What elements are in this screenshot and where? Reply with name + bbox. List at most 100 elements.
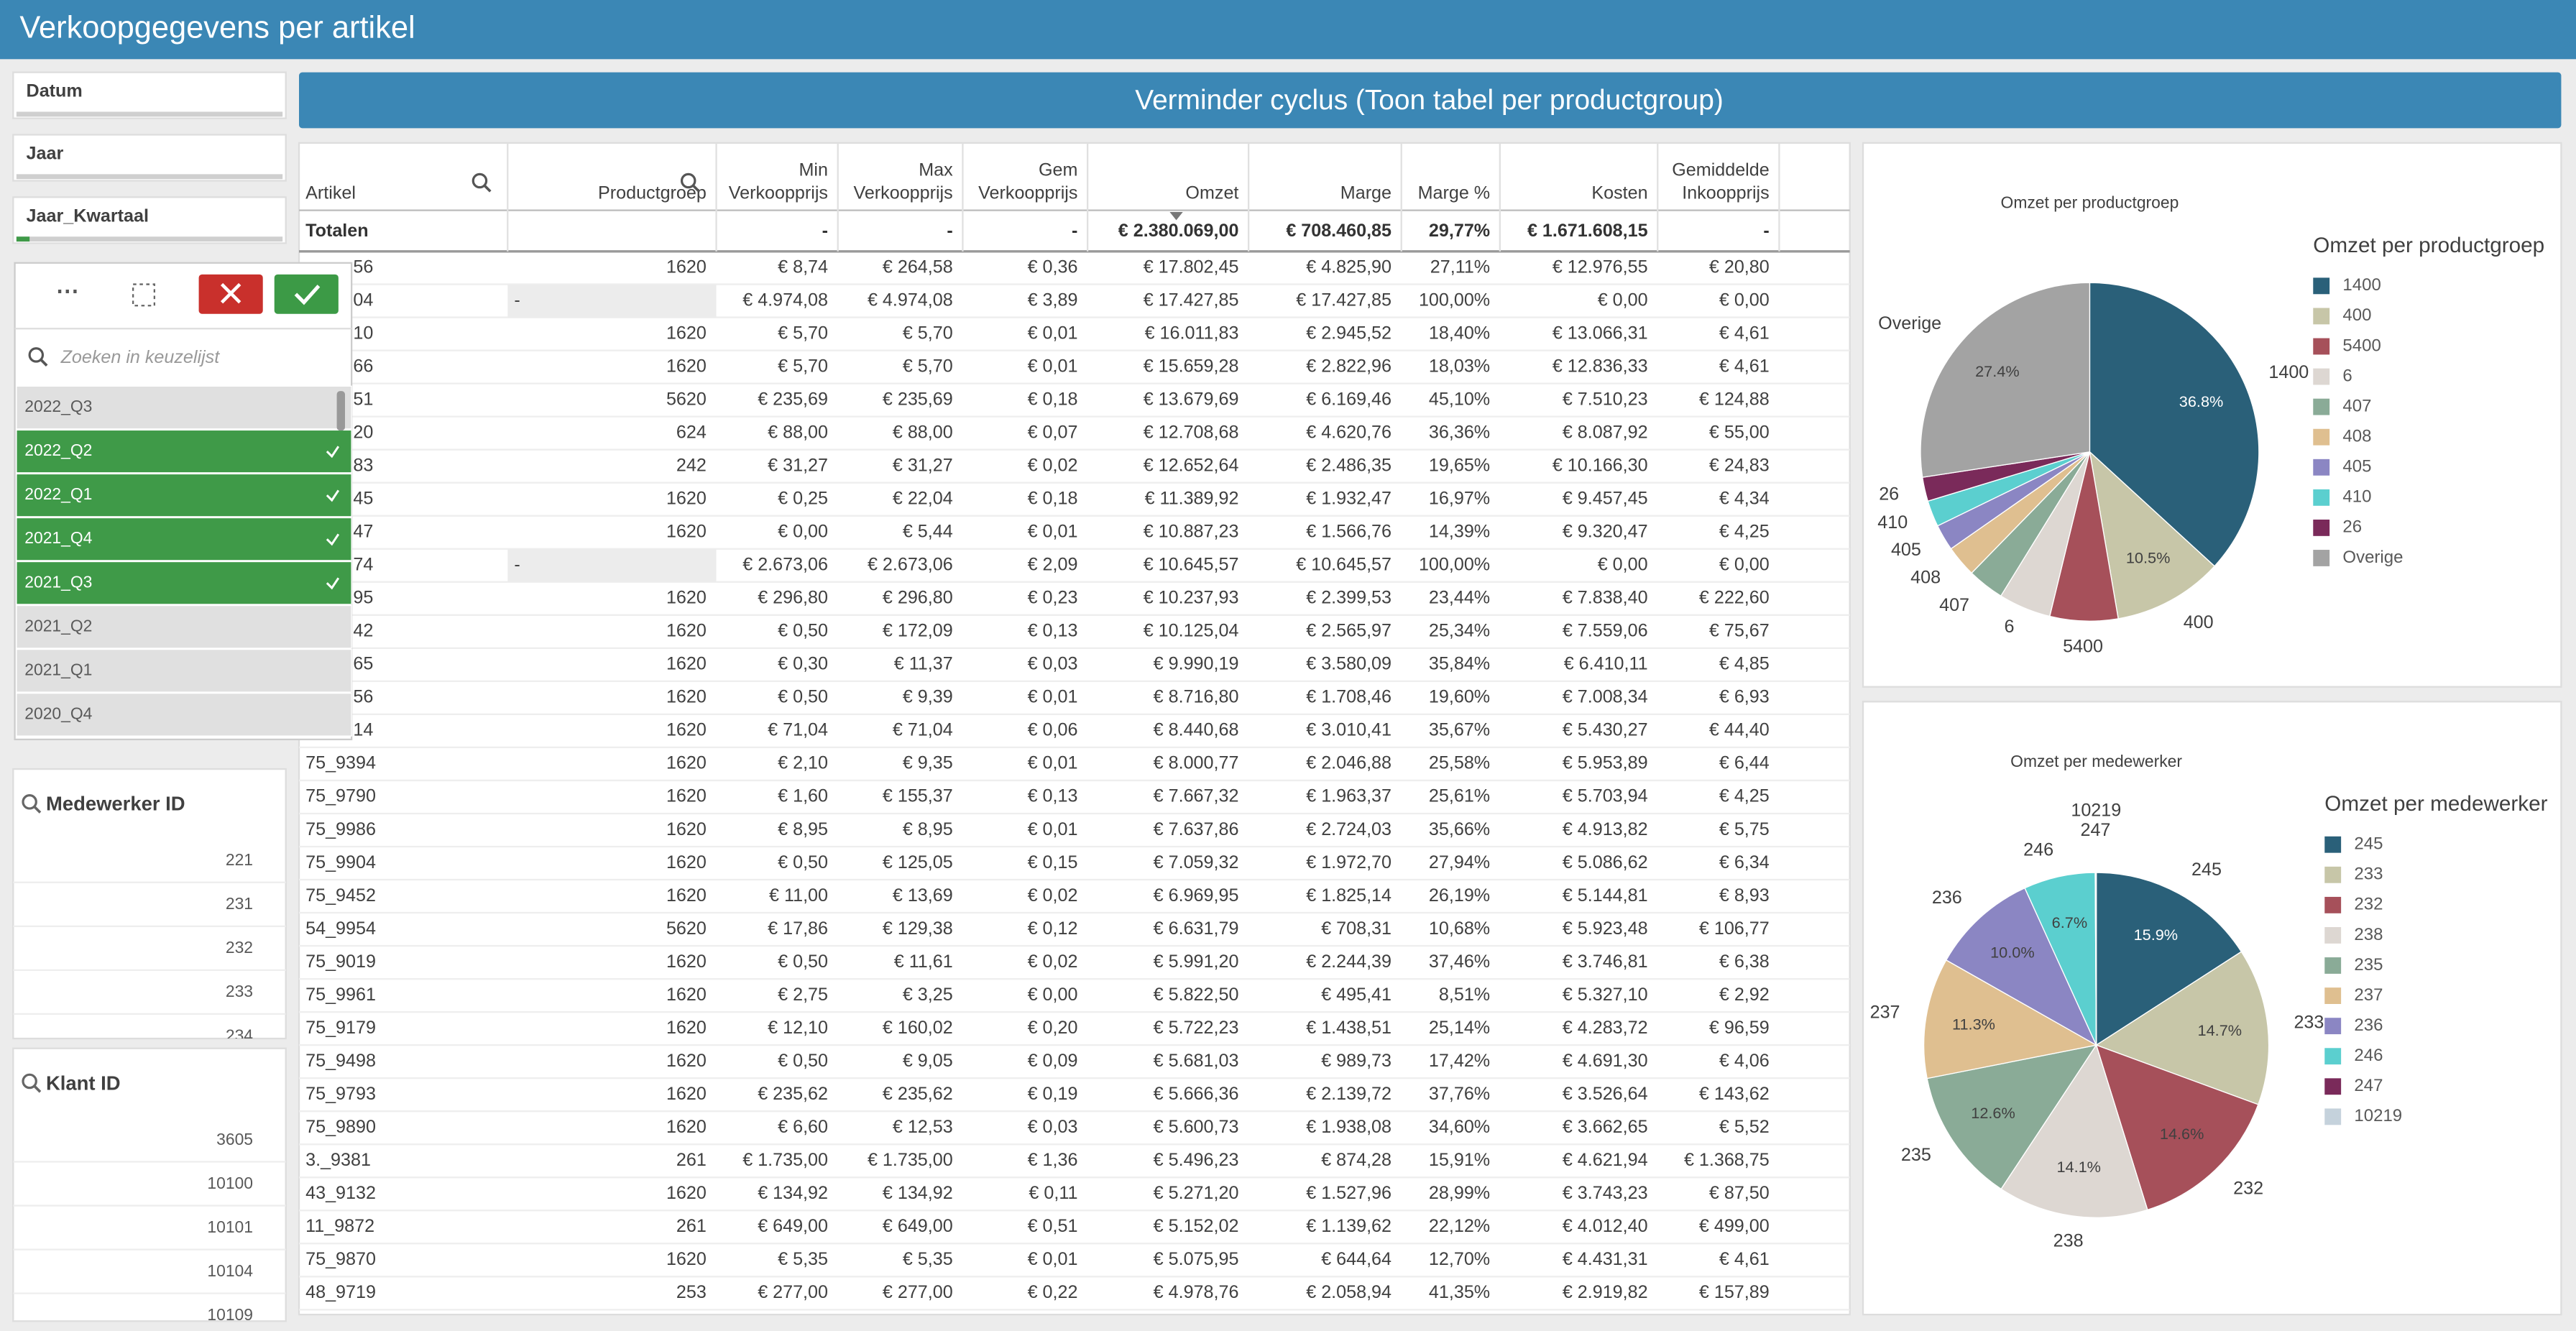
legend-label[interactable]: 26 bbox=[2342, 517, 2362, 537]
legend-swatch[interactable] bbox=[2324, 1108, 2342, 1125]
legend-swatch[interactable] bbox=[2324, 836, 2342, 853]
listbox-item[interactable]: 2020_Q4 bbox=[24, 704, 92, 722]
legend-label[interactable]: 246 bbox=[2354, 1046, 2383, 1065]
search-placeholder[interactable]: Zoeken in keuzelijst bbox=[60, 347, 221, 367]
column-header[interactable]: Min bbox=[799, 160, 828, 180]
legend-swatch[interactable] bbox=[2324, 957, 2342, 974]
clear-selection-icon[interactable] bbox=[132, 283, 155, 307]
search-icon bbox=[28, 347, 45, 363]
listbox-item[interactable]: 2021_Q4 bbox=[24, 528, 92, 547]
filter-label[interactable]: Jaar bbox=[27, 144, 64, 164]
table-cell: € 0,01 bbox=[1028, 687, 1078, 707]
table-cell: € 11,61 bbox=[894, 952, 953, 972]
listbox-item[interactable]: 3605 bbox=[216, 1130, 253, 1148]
legend-swatch[interactable] bbox=[2313, 489, 2330, 506]
listbox-item[interactable]: 234 bbox=[226, 1026, 253, 1044]
legend-swatch[interactable] bbox=[2324, 987, 2342, 1005]
legend-swatch[interactable] bbox=[2313, 308, 2330, 325]
table-cell: € 8,74 bbox=[778, 257, 828, 277]
legend-swatch[interactable] bbox=[2324, 1078, 2342, 1095]
listbox-item[interactable]: 2022_Q3 bbox=[24, 397, 92, 415]
filter-box[interactable] bbox=[12, 196, 287, 244]
listbox-item-bg[interactable] bbox=[16, 517, 352, 561]
legend-label[interactable]: 5400 bbox=[2342, 336, 2380, 355]
legend-label[interactable]: 237 bbox=[2354, 985, 2383, 1005]
listbox-item-bg[interactable] bbox=[16, 561, 352, 605]
legend-label[interactable]: 10219 bbox=[2354, 1106, 2402, 1125]
listbox-item[interactable]: 231 bbox=[226, 894, 253, 913]
column-header[interactable]: Artikel bbox=[305, 183, 356, 203]
legend-label[interactable]: 235 bbox=[2354, 955, 2383, 975]
column-header[interactable]: Verkoopprijs bbox=[729, 183, 828, 203]
legend-swatch[interactable] bbox=[2313, 398, 2330, 415]
chart-title: Omzet per productgroep bbox=[2001, 193, 2179, 212]
filter-box[interactable] bbox=[12, 71, 287, 119]
legend-label[interactable]: 400 bbox=[2342, 305, 2371, 325]
legend-label[interactable]: 245 bbox=[2354, 834, 2383, 854]
legend-swatch[interactable] bbox=[2324, 926, 2342, 944]
listbox-item-bg[interactable] bbox=[16, 648, 352, 693]
listbox-item[interactable]: 10104 bbox=[207, 1261, 253, 1280]
legend-label[interactable]: 233 bbox=[2354, 865, 2383, 884]
filter-label[interactable]: Jaar_Kwartaal bbox=[27, 206, 149, 226]
legend-swatch[interactable] bbox=[2313, 338, 2330, 355]
cycle-button-label[interactable]: Verminder cyclus (Toon tabel per product… bbox=[1135, 85, 1724, 116]
legend-label[interactable]: 410 bbox=[2342, 487, 2371, 507]
table-cell: 75_9986 bbox=[305, 819, 376, 839]
column-header[interactable]: Max bbox=[919, 160, 953, 180]
column-header[interactable]: Verkoopprijs bbox=[978, 183, 1077, 203]
listbox-item[interactable]: 10101 bbox=[207, 1217, 253, 1236]
column-header[interactable]: Gem bbox=[1039, 160, 1077, 180]
column-header[interactable]: Marge % bbox=[1418, 183, 1491, 203]
legend-label[interactable]: 1400 bbox=[2342, 275, 2380, 295]
column-header[interactable]: Inkoopprijs bbox=[1682, 183, 1769, 203]
legend-label[interactable]: 236 bbox=[2354, 1015, 2383, 1035]
more-button[interactable]: ⋯ bbox=[56, 277, 79, 303]
listbox-item[interactable]: 2021_Q3 bbox=[24, 572, 92, 591]
legend-label[interactable]: Overige bbox=[2342, 548, 2403, 567]
listbox-item-bg[interactable] bbox=[16, 473, 352, 517]
listbox-item[interactable]: 233 bbox=[226, 982, 253, 1000]
legend-label[interactable]: 247 bbox=[2354, 1076, 2383, 1095]
legend-label[interactable]: 238 bbox=[2354, 925, 2383, 944]
table-cell: € 1.963,37 bbox=[1306, 786, 1392, 806]
legend-swatch[interactable] bbox=[2313, 519, 2330, 536]
listbox-item-bg[interactable] bbox=[16, 385, 352, 430]
legend-swatch[interactable] bbox=[2324, 896, 2342, 913]
listbox-item[interactable]: 2021_Q1 bbox=[24, 660, 92, 678]
legend-swatch[interactable] bbox=[2313, 428, 2330, 446]
listbox-item[interactable]: 232 bbox=[226, 938, 253, 957]
legend-label[interactable]: 232 bbox=[2354, 895, 2383, 914]
legend-swatch[interactable] bbox=[2324, 1048, 2342, 1065]
listbox-item[interactable]: 2022_Q2 bbox=[24, 441, 92, 459]
cycle-button[interactable] bbox=[299, 72, 2562, 129]
column-header[interactable]: Kosten bbox=[1591, 183, 1647, 203]
confirm-button[interactable] bbox=[274, 274, 339, 314]
column-header[interactable]: Marge bbox=[1340, 183, 1392, 203]
legend-label[interactable]: 407 bbox=[2342, 396, 2371, 415]
legend-label[interactable]: 6 bbox=[2342, 366, 2352, 385]
listbox-item[interactable]: 2022_Q1 bbox=[24, 484, 92, 503]
column-header[interactable]: Verkoopprijs bbox=[853, 183, 952, 203]
legend-swatch[interactable] bbox=[2313, 459, 2330, 476]
legend-swatch[interactable] bbox=[2324, 1018, 2342, 1035]
legend-label[interactable]: 405 bbox=[2342, 457, 2371, 476]
listbox-item[interactable]: 10100 bbox=[207, 1174, 253, 1192]
legend-swatch[interactable] bbox=[2313, 550, 2330, 566]
legend-swatch[interactable] bbox=[2324, 866, 2342, 883]
table-cell: € 2.244,39 bbox=[1306, 952, 1392, 972]
listbox-item[interactable]: 10109 bbox=[207, 1305, 253, 1324]
listbox-item-bg[interactable] bbox=[16, 604, 352, 649]
filter-label[interactable]: Datum bbox=[27, 81, 83, 101]
filter-box[interactable] bbox=[12, 134, 287, 182]
listbox-item-bg[interactable] bbox=[16, 692, 352, 737]
listbox-item-bg[interactable] bbox=[16, 429, 352, 474]
legend-label[interactable]: 408 bbox=[2342, 427, 2371, 446]
column-header[interactable]: Omzet bbox=[1185, 183, 1238, 203]
legend-swatch[interactable] bbox=[2313, 368, 2330, 385]
legend-swatch[interactable] bbox=[2313, 277, 2330, 295]
listbox-item[interactable]: 2021_Q2 bbox=[24, 616, 92, 635]
listbox-item[interactable]: 221 bbox=[226, 850, 253, 869]
column-header[interactable]: Gemiddelde bbox=[1672, 160, 1769, 180]
chart-title: Omzet per medewerker bbox=[2010, 752, 2182, 770]
